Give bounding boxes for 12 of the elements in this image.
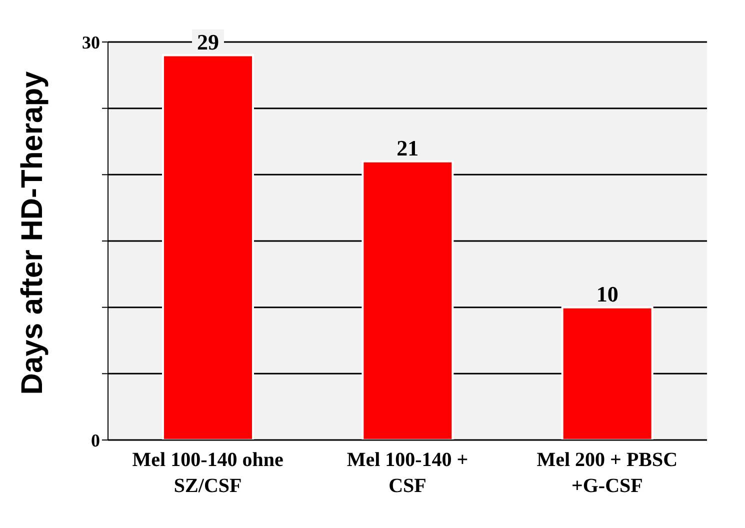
x-tick-label: Mel 200 + PBSC +G-CSF xyxy=(536,449,678,497)
bar xyxy=(162,54,254,440)
data-label: 10 xyxy=(596,281,618,306)
x-tick-label: Mel 100-140 ohne SZ/CSF xyxy=(132,449,284,497)
y-axis-title: Days after HD-Therapy xyxy=(16,70,49,395)
bar xyxy=(561,306,654,440)
data-label: 29 xyxy=(197,29,219,54)
data-label: 21 xyxy=(396,135,419,160)
y-tick-label: 0 xyxy=(91,430,100,450)
x-tick-label: Mel 100-140 + CSF xyxy=(346,449,468,497)
bar xyxy=(362,160,454,440)
y-tick-label: 30 xyxy=(82,32,100,52)
